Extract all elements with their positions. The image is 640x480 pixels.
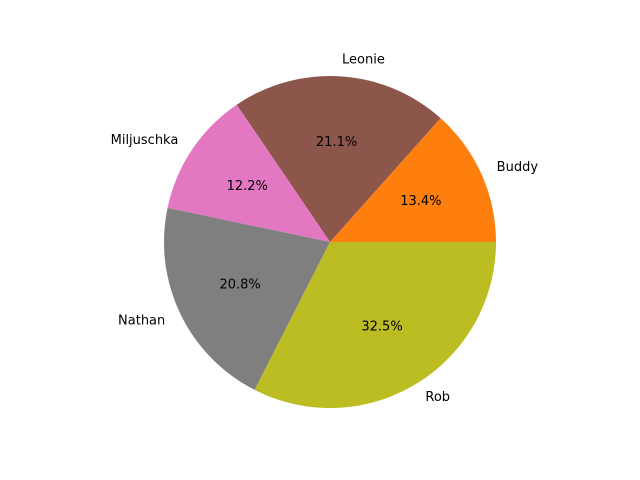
pie-slice-nathan	[164, 207, 330, 390]
slice-percent-nathan: 20.8%	[219, 277, 260, 292]
pie-slice-miljuschka	[167, 104, 330, 243]
pie-slice-leonie	[236, 76, 441, 243]
pie-slice-buddy	[330, 118, 496, 242]
slice-label-rob: Rob	[425, 390, 450, 405]
slice-percent-buddy: 13.4%	[400, 194, 441, 209]
slice-label-buddy: Buddy	[497, 160, 539, 175]
slice-percent-miljuschka: 12.2%	[227, 179, 268, 194]
pie-labels: Buddy 13.4% Leonie 21.1% Miljuschka 12.2% Nath…	[111, 52, 539, 405]
slice-percent-leonie: 21.1%	[316, 135, 357, 150]
pie-slice-rob	[254, 242, 496, 408]
slice-label-miljuschka: Miljuschka	[111, 133, 179, 148]
slice-label-nathan: Nathan	[118, 313, 165, 328]
slice-percent-rob: 32.5%	[361, 319, 402, 334]
slice-label-leonie: Leonie	[342, 52, 385, 67]
pie-slices	[164, 76, 496, 408]
